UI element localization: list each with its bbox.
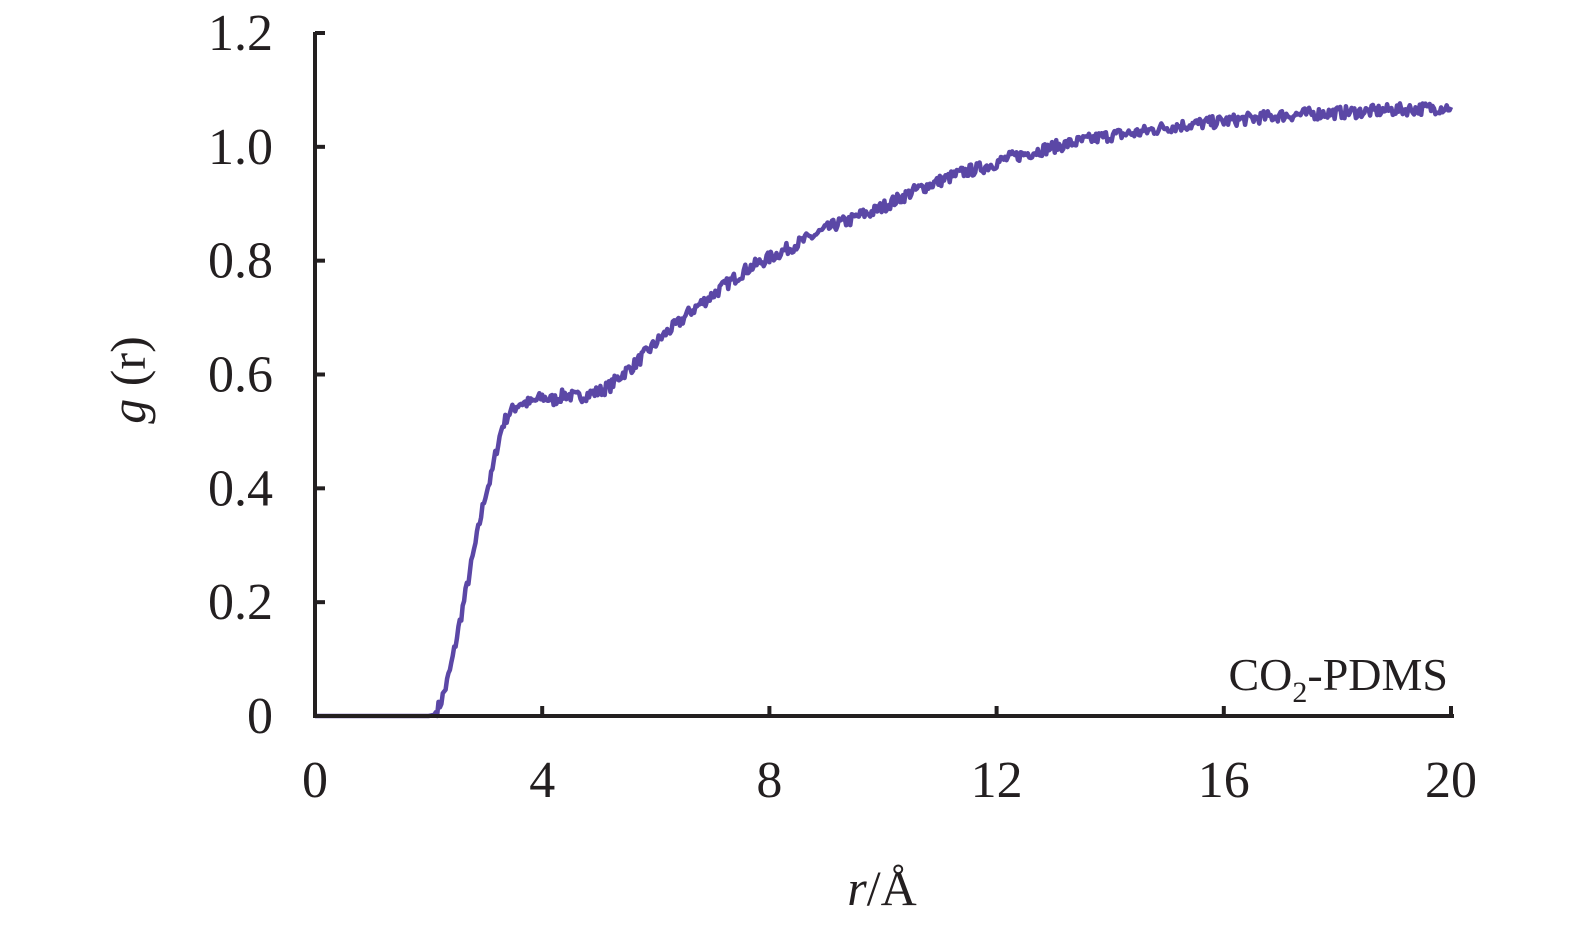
y-tick-label: 1.2 (208, 5, 273, 62)
x-tick-label: 20 (1425, 752, 1477, 809)
x-tick-label: 12 (971, 752, 1023, 809)
series-layer (314, 101, 1454, 719)
x-axis-variable: r (847, 860, 867, 916)
x-axis-title: r/Å (847, 860, 916, 916)
y-tick-label: 0 (247, 688, 273, 745)
x-tick-label: 8 (756, 752, 782, 809)
y-axis-variable: g (100, 399, 156, 424)
y-tick-label: 0.2 (208, 574, 273, 631)
x-tick-label: 4 (529, 752, 555, 809)
series-annotation: CO2-PDMS (1228, 649, 1448, 709)
x-axis-unit: /Å (867, 860, 917, 916)
annotation-rest: -PDMS (1307, 649, 1448, 700)
annotation-base: CO (1228, 649, 1292, 700)
y-tick-label: 0.8 (208, 233, 273, 290)
x-tick-label: 0 (302, 752, 328, 809)
y-tick-label: 0.4 (208, 460, 273, 517)
y-axis-title: g (r) (100, 336, 156, 423)
y-tick-label: 0.6 (208, 347, 273, 404)
annotation-subscript: 2 (1292, 676, 1307, 709)
y-axis-rest: (r) (100, 336, 156, 398)
x-tick-label: 16 (1198, 752, 1250, 809)
y-tick-label: 1.0 (208, 119, 273, 176)
ticks-layer (313, 31, 1453, 718)
series-line (314, 101, 1454, 719)
labels-layer: g (r) r/Å CO2-PDMS 0 0.2 0.4 0.6 0.8 1.0 1.2 0 4… (100, 5, 1477, 916)
axes-layer (313, 32, 1454, 718)
